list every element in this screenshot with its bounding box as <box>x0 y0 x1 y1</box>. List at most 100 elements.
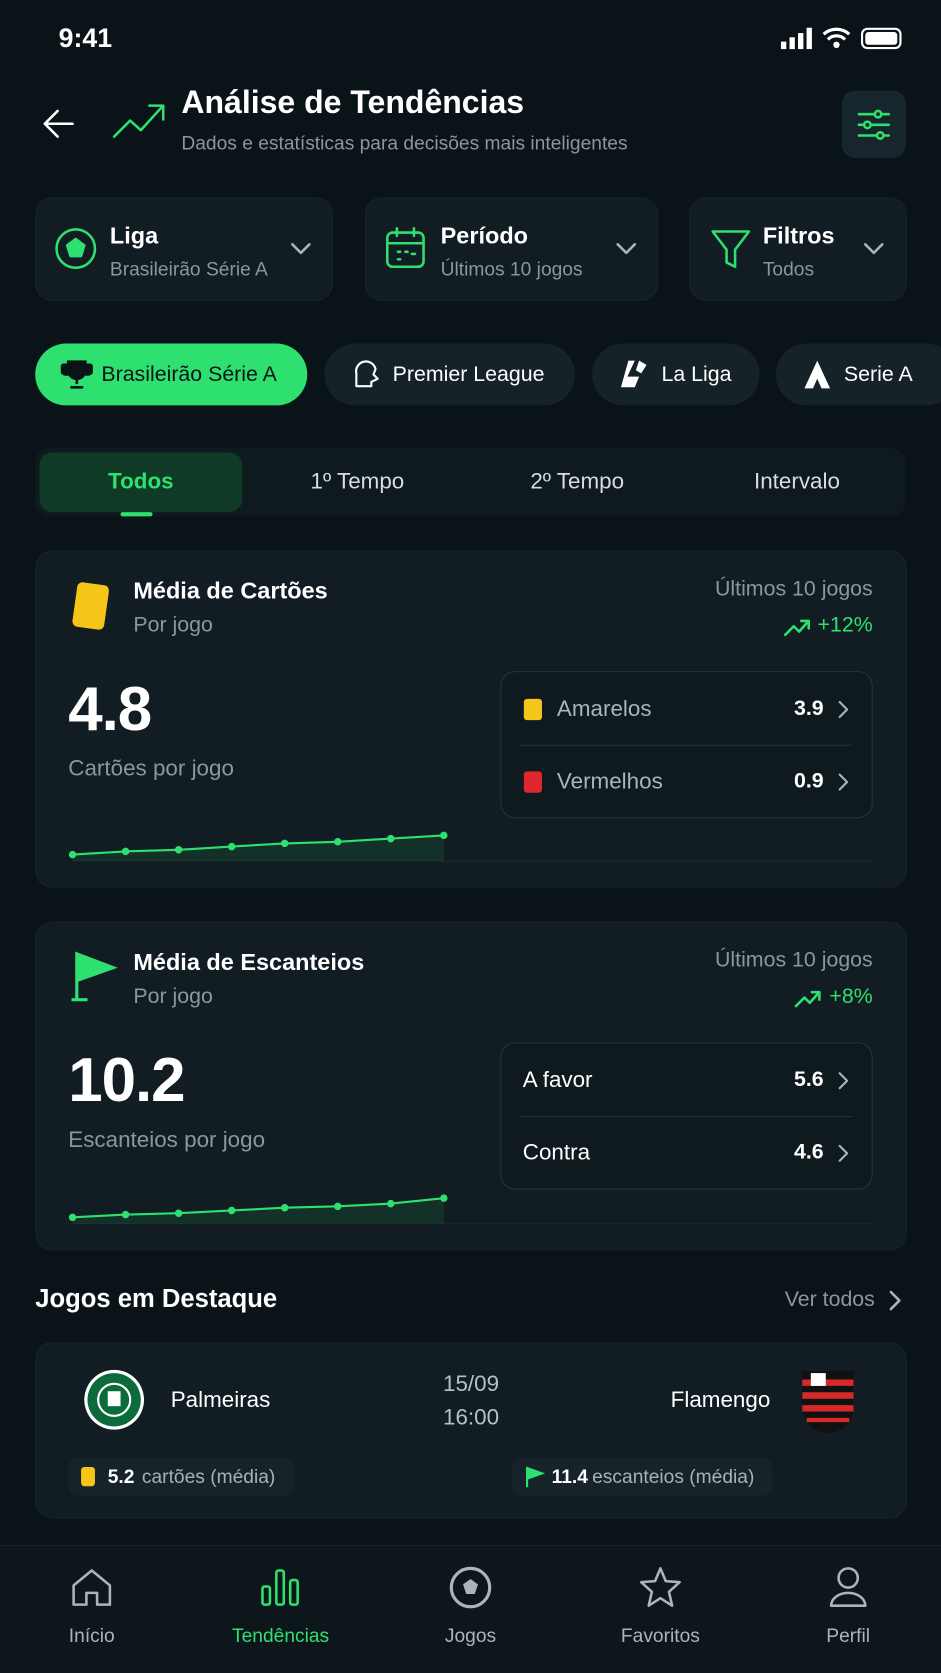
card-period: Últimos 10 jogos <box>714 577 873 601</box>
sparkline-point <box>387 1199 395 1208</box>
chevron-right <box>838 1072 849 1090</box>
chevron <box>838 1144 849 1162</box>
star-icon[interactable] <box>638 1565 683 1608</box>
row-label: Contra <box>522 1140 591 1166</box>
filter-value: Brasileirão Série A <box>109 258 268 280</box>
row-value: 4.6 <box>793 1140 824 1164</box>
yellow-card-icon <box>71 581 110 631</box>
home-icon[interactable] <box>70 1567 113 1608</box>
stat-card: Média de Escanteios Por jogo Últimos 10 jo… <box>35 921 907 1251</box>
row-value: 0.9 <box>793 769 824 793</box>
match-card[interactable]: Palmeiras 15/09 16:00 Flamengo 5.2 cartõ… <box>35 1342 907 1519</box>
breakdown-row[interactable]: Amarelos 3.9 <box>501 672 871 745</box>
away-team: Flamengo <box>670 1388 771 1413</box>
chevron-right <box>838 1144 849 1162</box>
filter-label: Filtros <box>762 221 835 249</box>
bottom-nav: Início Tendências Jogos Favoritos Perfil <box>0 1544 941 1673</box>
page-title: Análise de Tendências <box>181 85 525 121</box>
lion-icon <box>355 360 379 388</box>
chevron-down <box>616 243 637 255</box>
chevron-down <box>291 243 311 255</box>
ball-icon <box>55 228 97 270</box>
nav-label[interactable]: Favoritos <box>620 1624 700 1647</box>
more-filters[interactable]: Filtros Todos <box>689 197 907 301</box>
chevron-down <box>863 243 884 255</box>
tab-bar: Todos 1º Tempo 2º Tempo Intervalo <box>35 448 906 517</box>
sparkline-point <box>227 1206 236 1215</box>
trophy-icon <box>60 360 93 389</box>
period-filter[interactable]: Período Últimos 10 jogos <box>364 197 659 301</box>
tab[interactable]: 2º Tempo <box>530 469 625 494</box>
sparkline-point <box>387 834 395 843</box>
profile-icon[interactable] <box>828 1565 869 1608</box>
card-title: Média de Cartões <box>133 577 328 604</box>
settings-button[interactable] <box>841 90 906 158</box>
sparkline-point <box>280 839 289 848</box>
filter-value: Últimos 10 jogos <box>440 258 583 280</box>
card-title: Média de Escanteios <box>133 948 365 976</box>
match-date: 15/09 <box>442 1372 500 1397</box>
card-value: 10.2 <box>68 1045 185 1115</box>
sparkline-point <box>121 1210 130 1219</box>
league-pill[interactable]: La Liga <box>592 343 760 406</box>
see-all-link[interactable]: Ver todos <box>784 1287 875 1312</box>
nav-label[interactable]: Jogos <box>444 1624 497 1647</box>
tab[interactable]: Todos <box>108 469 174 494</box>
league-pill[interactable]: Premier League <box>324 343 576 406</box>
nav-label[interactable]: Início <box>68 1624 115 1647</box>
trend-icon <box>112 104 165 138</box>
card-color-swatch <box>523 771 542 793</box>
stat-chip: 5.2 cartões (média) <box>68 1457 295 1496</box>
stat-label: escanteios (média) <box>592 1465 755 1488</box>
league-filter[interactable]: Liga Brasileirão Série A <box>35 197 333 301</box>
nav-label[interactable]: Perfil <box>826 1624 871 1647</box>
sliders-icon <box>857 109 891 140</box>
card-color-swatch <box>523 698 542 721</box>
tab[interactable]: Intervalo <box>753 469 840 494</box>
sparkline-point <box>174 1209 183 1217</box>
sparkline-point <box>280 1203 289 1212</box>
card-value: 4.8 <box>68 674 152 744</box>
filter-value: Todos <box>762 258 815 280</box>
chevron-right <box>838 700 849 719</box>
breakdown-row[interactable]: A favor 5.6 <box>501 1043 871 1116</box>
divider <box>520 744 852 746</box>
flag <box>71 951 118 1002</box>
back-button[interactable] <box>41 107 77 141</box>
breakdown-row[interactable]: Vermelhos 0.9 <box>501 745 871 818</box>
chevron-right <box>889 1290 901 1311</box>
card-subtitle: Por jogo <box>133 984 213 1009</box>
trend-up-icon <box>783 619 810 637</box>
row-label: Amarelos <box>556 696 652 722</box>
chevron <box>838 1072 849 1090</box>
trend-arrow <box>783 619 810 637</box>
league-pill-active[interactable]: Brasileirão Série A <box>35 343 308 406</box>
section-title: Jogos em Destaque <box>35 1284 278 1314</box>
sparkline-area <box>72 1198 444 1224</box>
home-team: Palmeiras <box>170 1388 271 1413</box>
corner-flag-icon <box>71 951 118 1002</box>
sparkline <box>68 1194 872 1225</box>
funnel-icon <box>711 230 751 269</box>
chevron-right <box>838 773 849 791</box>
sparkline-point <box>227 842 236 851</box>
chart-icon[interactable] <box>259 1567 302 1608</box>
trend-up-icon <box>794 990 821 1008</box>
value-caption: Escanteios por jogo <box>68 1127 266 1153</box>
league-pill[interactable]: Serie A <box>775 343 941 406</box>
laliga-icon <box>620 360 647 388</box>
stat-value: 5.2 <box>107 1465 135 1488</box>
stat-value: 11.4 <box>551 1465 588 1488</box>
league-name: Brasileirão Série A <box>101 362 277 387</box>
league-name: La Liga <box>661 362 732 387</box>
breakdown-row[interactable]: Contra 4.6 <box>501 1116 871 1189</box>
league-name: Serie A <box>843 362 913 387</box>
sparkline-point <box>334 838 342 846</box>
breakdown-box: A favor 5.6 Contra 4.6 <box>500 1042 873 1190</box>
row-value: 3.9 <box>793 696 824 721</box>
row-value: 5.6 <box>793 1067 824 1092</box>
tab[interactable]: 1º Tempo <box>310 469 405 494</box>
ball-icon[interactable] <box>448 1565 493 1610</box>
divider <box>520 1115 852 1118</box>
nav-label[interactable]: Tendências <box>232 1624 330 1647</box>
